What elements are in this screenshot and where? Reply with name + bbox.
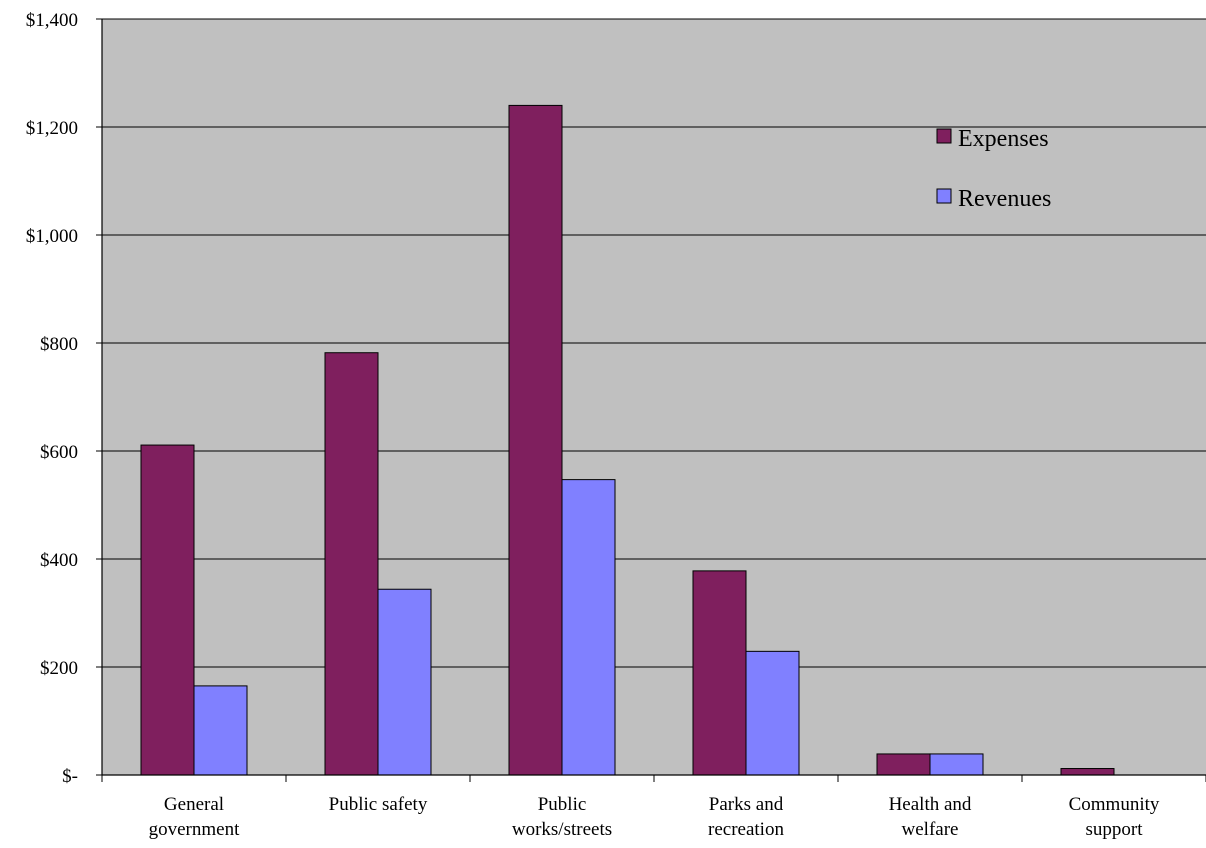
bar-revenues	[561, 479, 616, 776]
y-tick-label: $1,400	[26, 10, 78, 31]
x-tick-labels: General government Public safety Public work…	[149, 794, 1160, 840]
y-tick-label: $600	[40, 442, 78, 463]
x-tick-label: General government	[149, 794, 240, 840]
y-tick-labels: $- $200 $400 $600 $800 $1,000 $1,200 $1,400	[26, 10, 78, 787]
x-tick-label: Public works/streets	[512, 794, 612, 840]
bar-expenses	[692, 570, 747, 776]
y-tick-label: $1,000	[26, 226, 78, 247]
x-tick-label: Parks and recreation	[708, 794, 784, 840]
bar-expenses	[876, 753, 931, 776]
legend: Expenses Revenues	[936, 126, 1051, 212]
bar-expenses	[140, 444, 195, 776]
y-tick-label: $200	[40, 658, 78, 679]
axes	[96, 18, 1206, 782]
bar-expenses	[324, 352, 379, 776]
plot-area	[102, 19, 1206, 775]
legend-swatch-expenses	[936, 128, 952, 144]
legend-swatch-revenues	[936, 188, 952, 204]
bar-revenues	[193, 685, 248, 776]
bar-expenses	[508, 104, 563, 776]
y-tick-label: $1,200	[26, 118, 78, 139]
legend-label: Revenues	[958, 186, 1051, 212]
legend-label: Expenses	[958, 126, 1049, 152]
bar-expenses	[1060, 768, 1115, 776]
x-tick-label: Community support	[1069, 794, 1160, 840]
x-tick-label: Health and welfare	[889, 794, 972, 840]
gridlines	[102, 18, 1206, 668]
bar-revenues	[745, 650, 800, 776]
x-tick-label: Public safety	[329, 794, 428, 815]
y-tick-label: $800	[40, 334, 78, 355]
y-tick-label: $-	[62, 766, 78, 787]
y-tick-label: $400	[40, 550, 78, 571]
bar-revenues	[929, 753, 984, 776]
bar-revenues	[377, 588, 432, 776]
